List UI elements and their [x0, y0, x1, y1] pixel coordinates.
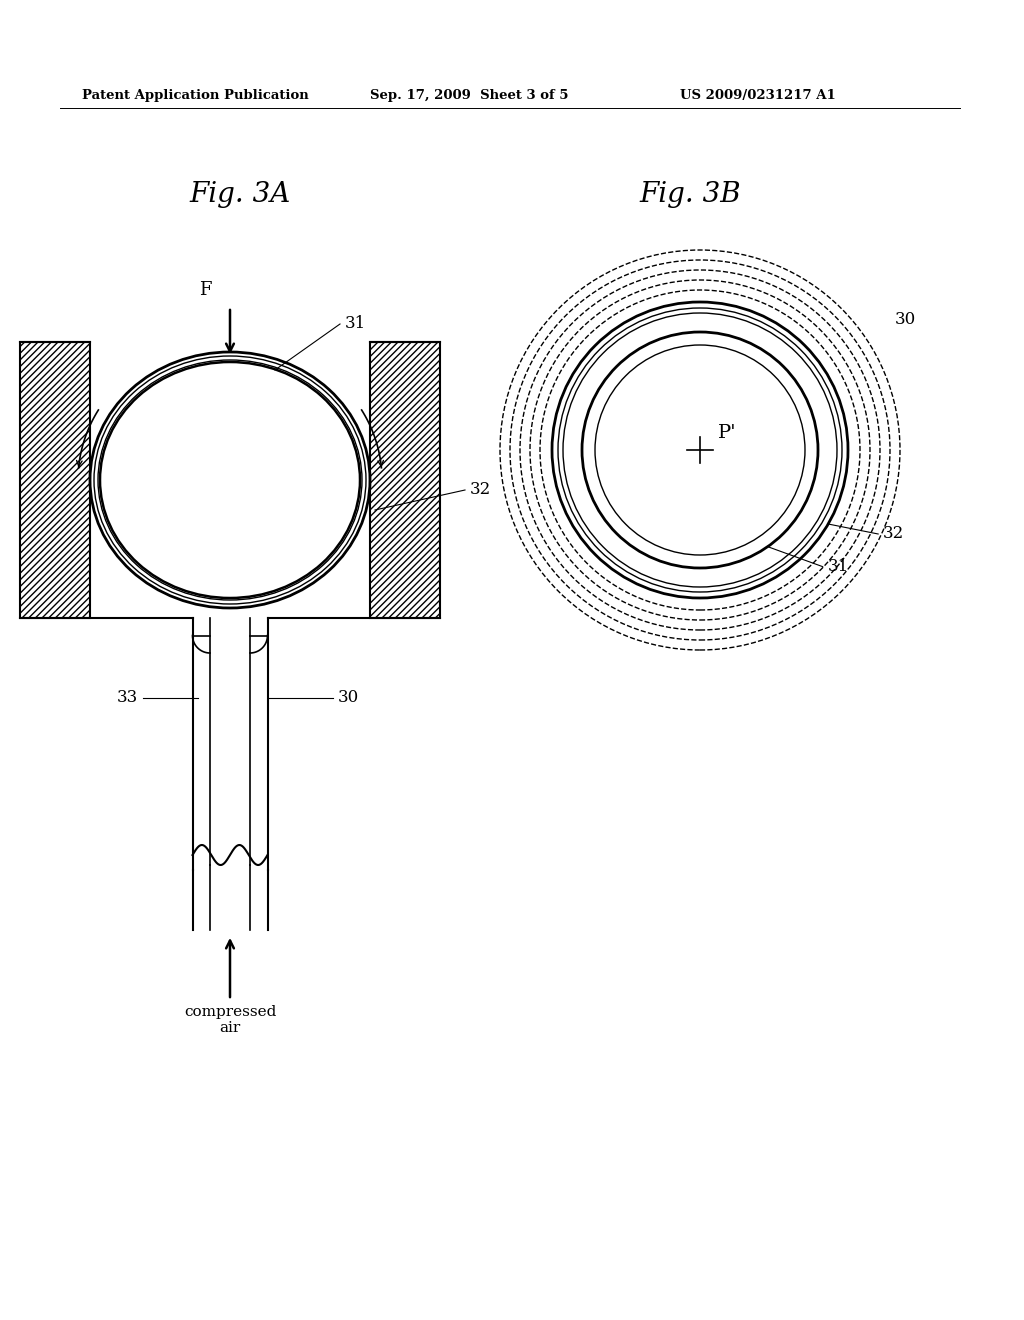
- Text: 31: 31: [827, 558, 849, 576]
- Text: Fig. 3A: Fig. 3A: [189, 181, 291, 209]
- Text: 30: 30: [895, 312, 916, 329]
- Text: F: F: [200, 281, 212, 300]
- Text: 33: 33: [117, 689, 137, 706]
- Text: Sep. 17, 2009  Sheet 3 of 5: Sep. 17, 2009 Sheet 3 of 5: [370, 88, 568, 102]
- Bar: [20, 342, 90, 618]
- Bar: [370, 342, 440, 618]
- Text: Patent Application Publication: Patent Application Publication: [82, 88, 309, 102]
- Text: Fig. 3B: Fig. 3B: [639, 181, 740, 209]
- Text: 32: 32: [470, 482, 492, 499]
- Bar: [20, 342, 90, 618]
- Bar: [20, 342, 90, 618]
- Text: 32: 32: [883, 525, 904, 543]
- Text: P': P': [718, 424, 736, 442]
- Bar: [370, 342, 440, 618]
- Text: US 2009/0231217 A1: US 2009/0231217 A1: [680, 88, 836, 102]
- Circle shape: [552, 302, 848, 598]
- Text: 30: 30: [338, 689, 358, 706]
- Circle shape: [582, 333, 818, 568]
- Ellipse shape: [100, 362, 360, 598]
- Text: compressed
air: compressed air: [184, 1005, 276, 1035]
- Text: 31: 31: [345, 315, 367, 333]
- Bar: [370, 342, 440, 618]
